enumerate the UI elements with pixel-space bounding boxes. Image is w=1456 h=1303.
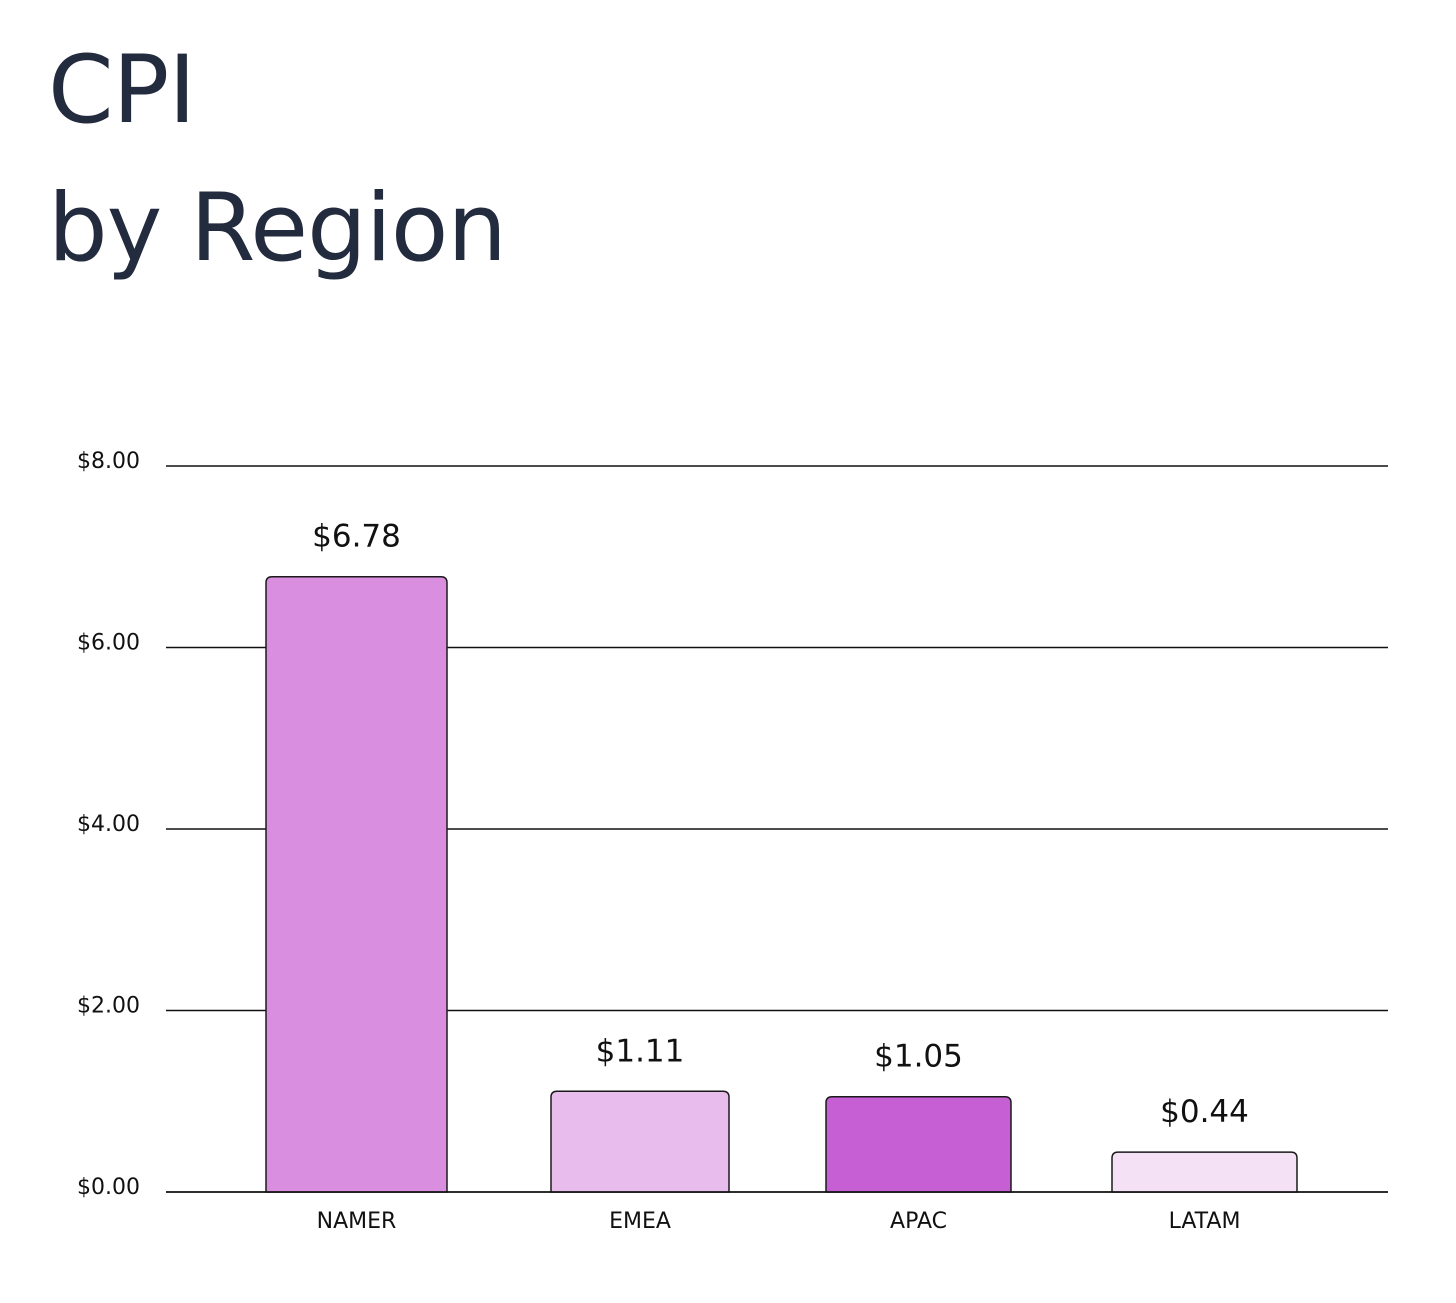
chart-title-line-1: CPI [48,36,196,145]
data-label: $1.11 [596,1033,685,1069]
bar-namer [265,575,448,1193]
data-label: $0.44 [1160,1094,1249,1130]
y-tick-label: $0.00 [77,1175,140,1200]
x-tick-label: APAC [890,1209,947,1234]
y-axis-ticks: $0.00 $2.00 $4.00 $6.00 $8.00 [77,449,140,1200]
bar-emea [550,1090,730,1193]
x-tick-label: NAMER [317,1209,397,1234]
bar-latam [1111,1151,1298,1193]
y-tick-label: $6.00 [77,631,140,656]
x-tick-label: LATAM [1169,1209,1241,1234]
bar-apac [825,1095,1012,1193]
y-tick-label: $4.00 [77,812,140,837]
data-labels: $6.78 $1.11 $1.05 $0.44 [312,519,1249,1130]
x-tick-label: EMEA [609,1209,671,1234]
chart-title-line-2: by Region [48,174,507,283]
bars [166,575,1388,1193]
y-tick-label: $2.00 [77,994,140,1019]
chart-title: CPI by Region [48,22,507,298]
y-tick-label: $8.00 [77,449,140,474]
data-label: $1.05 [874,1039,963,1075]
x-axis-ticks: NAMER EMEA APAC LATAM [317,1209,1241,1234]
data-label: $6.78 [312,519,401,555]
